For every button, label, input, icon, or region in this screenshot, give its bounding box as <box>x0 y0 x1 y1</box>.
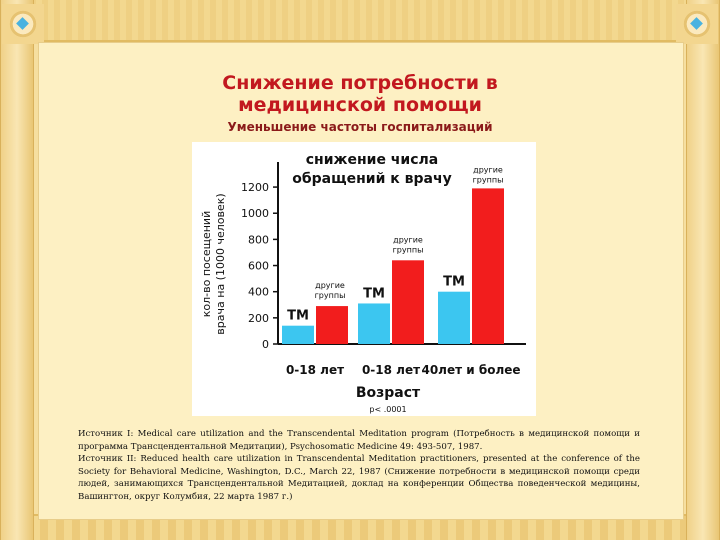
bar-other-2 <box>472 188 504 344</box>
y-tick-label: 1200 <box>241 181 269 194</box>
y-axis-label-line2: врача на (1000 человек) <box>214 193 227 334</box>
right-capital-ornament <box>676 4 718 44</box>
chart-area: 0 200 400 600 800 1000 1200 кол-во посещений вра… <box>192 142 536 416</box>
slide-title-line2: медицинской помощи <box>238 94 482 116</box>
bar-tm-1 <box>358 303 390 344</box>
chart-title-line2: обращений к врачу <box>292 171 451 187</box>
bar-label-other: группы <box>473 175 504 184</box>
bar-tm-0 <box>282 325 314 344</box>
bar-tm-2 <box>438 291 470 344</box>
bar-label-other: другие <box>315 281 345 290</box>
slide-subtitle: Уменьшение частоты госпитализаций <box>227 120 493 134</box>
y-tick-label: 1000 <box>241 207 269 220</box>
x-category-label: 40лет и более <box>421 363 520 377</box>
y-axis-label-line1: кол-во посещений <box>200 211 213 317</box>
decorative-top-frieze <box>0 0 720 42</box>
bar-label-tm: ТМ <box>443 275 465 290</box>
x-axis-label: Возраст <box>356 385 421 401</box>
y-tick-label: 0 <box>262 338 269 351</box>
bar-other-0 <box>316 306 348 344</box>
left-pillar-ornament <box>0 0 34 540</box>
y-tick-label: 800 <box>248 233 269 246</box>
chart-title-line1: снижение числа <box>306 152 438 168</box>
sources-block: Источник I: Medical care utilization and… <box>78 428 640 503</box>
p-value-annotation: p< .0001 <box>369 405 406 414</box>
slide-title-line1: Снижение потребности в <box>222 72 498 94</box>
bar-label-other: другие <box>473 165 503 174</box>
y-tick-label: 200 <box>248 312 269 325</box>
y-tick-label: 600 <box>248 260 269 273</box>
bar-label-tm: ТМ <box>287 309 309 324</box>
bar-label-other: группы <box>315 291 346 300</box>
bar-label-tm: ТМ <box>363 286 385 301</box>
bar-chart: 0 200 400 600 800 1000 1200 кол-во посещений вра… <box>200 152 526 414</box>
x-category-label: 0-18 лет <box>286 363 344 377</box>
source-1: Источник I: Medical care utilization and… <box>78 429 640 452</box>
bar-label-other: группы <box>393 245 424 254</box>
source-2: Источник II: Reduced health care utiliza… <box>78 454 640 502</box>
x-category-label: 0-18 лет <box>362 363 420 377</box>
left-capital-ornament <box>2 4 44 44</box>
y-tick-label: 400 <box>248 286 269 299</box>
bar-other-1 <box>392 260 424 344</box>
bar-label-other: другие <box>393 235 423 244</box>
